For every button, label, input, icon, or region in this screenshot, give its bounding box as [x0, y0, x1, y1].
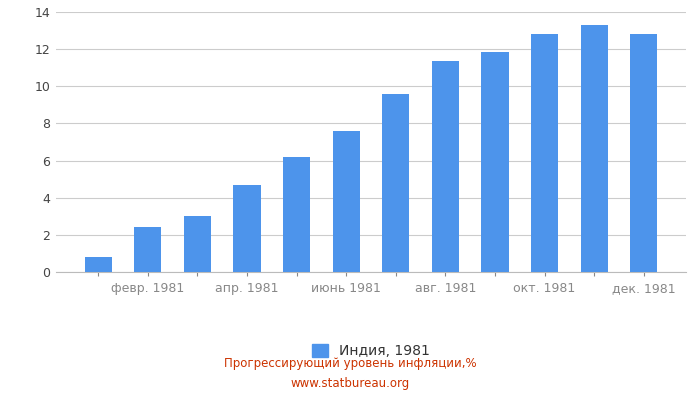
Bar [332, 131, 360, 272]
Bar [283, 157, 310, 272]
Text: Прогрессирующий уровень инфляции,%: Прогрессирующий уровень инфляции,% [224, 358, 476, 370]
Bar [382, 94, 410, 272]
Bar [184, 216, 211, 272]
Bar [482, 52, 509, 272]
Legend: Индия, 1981: Индия, 1981 [306, 339, 436, 364]
Bar [432, 61, 459, 272]
Bar [531, 34, 558, 272]
Bar [134, 226, 162, 272]
Bar [233, 185, 260, 272]
Bar [580, 25, 608, 272]
Text: www.statbureau.org: www.statbureau.org [290, 378, 410, 390]
Bar [630, 34, 657, 272]
Bar [85, 257, 112, 272]
